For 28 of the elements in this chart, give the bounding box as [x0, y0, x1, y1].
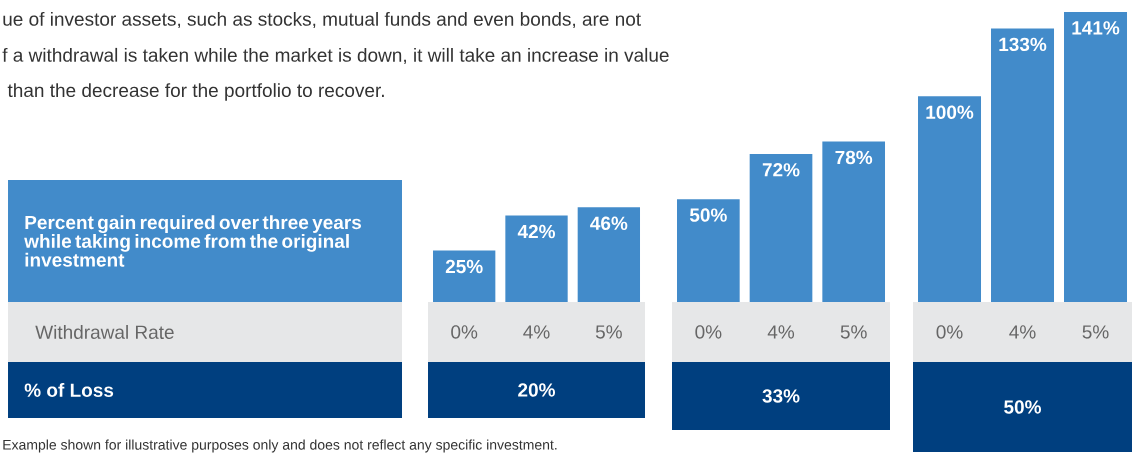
x-axis-title: 33% — [762, 389, 800, 403]
x-tick-label: 4% — [767, 325, 795, 339]
text: f a withdrawal is taken while the market is down, it will take an increase in value — [2, 47, 669, 65]
x-tick-label: 5% — [840, 325, 867, 339]
data-label: 42% — [517, 224, 556, 239]
data-label: 46% — [590, 216, 628, 231]
data-label: 78% — [835, 150, 873, 165]
text: Withdrawal Rate — [35, 325, 174, 339]
text: % of Loss — [24, 383, 114, 397]
text: Percent gain required over three years while taking income from the original investment — [24, 215, 362, 267]
text: Example shown for illustrative purposes only and does not reflect any specific investment. — [3, 439, 557, 453]
text: than the decrease for the portfolio to recover. — [7, 83, 384, 101]
data-label: 72% — [762, 163, 800, 177]
data-label: 141% — [1072, 21, 1120, 35]
x-tick-label: 4% — [1009, 325, 1036, 339]
x-tick-label: 0% — [936, 325, 963, 339]
x-axis-title: 50% — [1004, 400, 1041, 414]
x-tick-label: 4% — [523, 325, 550, 339]
data-label: 25% — [445, 259, 483, 274]
text: ue of investor assets, such as stocks, mutual funds and even bonds, are not — [3, 11, 641, 29]
x-tick-label: 0% — [695, 325, 722, 339]
x-tick-label: 0% — [451, 325, 478, 339]
x-axis-title: 20% — [518, 383, 556, 397]
x-tick-label: 5% — [595, 325, 622, 339]
data-label: 133% — [999, 37, 1047, 52]
data-label: 100% — [926, 105, 974, 119]
x-tick-label: 5% — [1082, 325, 1109, 339]
data-label: 50% — [689, 208, 727, 222]
